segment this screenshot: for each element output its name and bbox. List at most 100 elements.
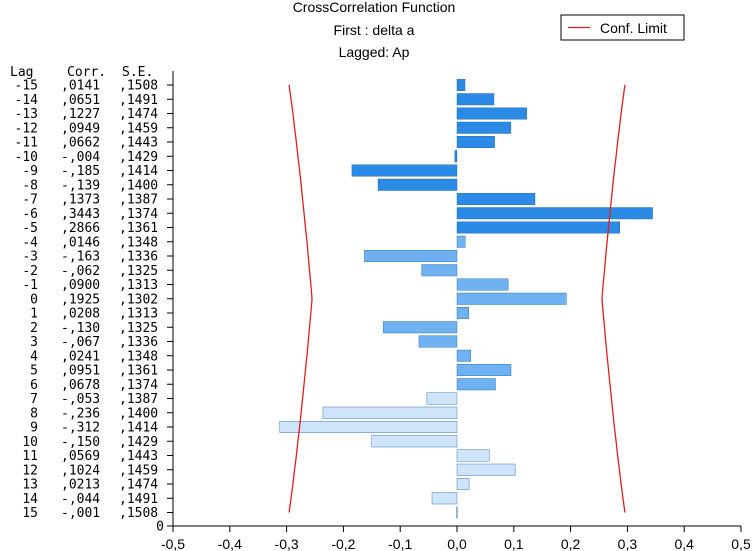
corr-value: ,0662 <box>61 136 100 151</box>
se-value: ,1474 <box>119 107 158 122</box>
corr-value: ,0208 <box>61 307 100 322</box>
corr-value: -,236 <box>61 406 100 421</box>
chart-title-block: CrossCorrelation Function First : delta … <box>293 0 456 60</box>
corr-value: -,044 <box>61 492 100 507</box>
se-value: ,1508 <box>119 79 158 94</box>
corr-value: ,0241 <box>61 349 100 364</box>
corr-value: ,0678 <box>61 378 100 393</box>
lag-label: -1 <box>22 278 38 293</box>
corr-value: -,001 <box>61 506 100 521</box>
se-value: ,1348 <box>119 235 158 250</box>
se-value: ,1491 <box>119 93 158 108</box>
correlation-bar <box>377 178 458 191</box>
correlation-bar <box>426 392 458 405</box>
se-value: ,1429 <box>119 150 158 165</box>
corr-value: ,0213 <box>61 478 100 493</box>
corr-value: -,150 <box>61 435 100 450</box>
correlation-bar <box>456 292 567 305</box>
se-value: ,1491 <box>119 492 158 507</box>
table-headers: Lag Corr. S.E. <box>10 65 153 80</box>
se-value: ,1387 <box>119 392 158 407</box>
lag-label: 11 <box>22 449 38 464</box>
lag-label: 0 <box>30 292 38 307</box>
lower-conf-limit-line <box>288 84 313 513</box>
upper-conf-limit-line <box>601 84 626 513</box>
x-tick-label: 0,5 <box>731 536 751 551</box>
corr-value: -,067 <box>61 335 100 350</box>
se-value: ,1414 <box>119 164 158 179</box>
corr-value: -,004 <box>61 150 100 165</box>
correlation-bar <box>421 264 458 277</box>
se-value: ,1459 <box>119 121 158 136</box>
se-value: ,1336 <box>119 250 158 265</box>
correlation-bar <box>456 136 495 148</box>
correlation-bar <box>456 449 490 462</box>
se-value: ,1508 <box>119 506 158 521</box>
correlation-bar <box>364 250 458 262</box>
se-value: ,1459 <box>119 463 158 478</box>
correlation-bar <box>371 435 458 448</box>
lag-label: 2 <box>30 321 38 336</box>
x-tick-label: 0,2 <box>561 536 581 551</box>
se-value: ,1361 <box>119 221 158 236</box>
x-tick-label: -0,4 <box>218 536 242 551</box>
x-tick-label: -0,3 <box>275 536 299 551</box>
correlation-bar <box>456 121 512 134</box>
correlation-bar <box>431 492 458 505</box>
corr-value: -,130 <box>61 321 100 336</box>
lag-label: -10 <box>15 150 38 165</box>
se-value: ,1400 <box>119 406 158 421</box>
corr-value: -,163 <box>61 250 100 265</box>
correlation-bar <box>456 378 496 391</box>
se-value: ,1336 <box>119 335 158 350</box>
lag-label: 10 <box>22 435 38 450</box>
correlation-bar <box>456 235 466 248</box>
lag-label: -6 <box>22 207 38 222</box>
correlation-bar <box>456 278 509 291</box>
lag-label: -12 <box>15 121 38 136</box>
lag-label: -2 <box>22 264 38 279</box>
x-axis: -0,5 -0,4 -0,3 -0,2 -0,1 0,0 0,1 0,2 0,3 0,4 0,5 <box>161 526 751 551</box>
corr-value: ,1227 <box>61 107 100 122</box>
correlation-bar <box>382 321 458 334</box>
correlation-bar <box>456 79 466 91</box>
correlation-bar <box>456 193 536 205</box>
se-value: ,1387 <box>119 193 158 208</box>
corr-value: ,3443 <box>61 207 100 222</box>
bars <box>279 79 653 519</box>
x-tick-label: -0,1 <box>388 536 412 551</box>
correlation-bar <box>456 307 470 319</box>
x-tick-label: 0,3 <box>618 536 638 551</box>
lag-label: 12 <box>22 463 38 478</box>
correlation-bar <box>322 406 458 419</box>
corr-value: -,185 <box>61 164 100 179</box>
x-tick-label: 0,1 <box>504 536 524 551</box>
corr-value: -,053 <box>61 392 100 407</box>
corr-value: ,0141 <box>61 79 100 94</box>
lag-label: -4 <box>22 235 38 250</box>
corr-value: -,139 <box>61 178 100 193</box>
correlation-bar <box>456 349 471 362</box>
lag-label: 6 <box>30 378 38 393</box>
lag-label: 8 <box>30 406 38 421</box>
x-tick-label: 0,4 <box>674 536 694 551</box>
lag-label: -15 <box>15 79 38 94</box>
correlation-bar <box>456 207 653 220</box>
lag-label: 3 <box>30 335 38 350</box>
se-value: ,1374 <box>119 207 158 222</box>
lag-label: 13 <box>22 478 38 493</box>
x-tick-label: -0,5 <box>161 536 185 551</box>
lag-label: -9 <box>22 164 38 179</box>
lag-label: 14 <box>22 492 38 507</box>
lag-label: 7 <box>30 392 38 407</box>
chart-title: CrossCorrelation Function <box>293 0 456 15</box>
header-lag: Lag <box>10 65 33 80</box>
correlation-bar <box>456 93 495 106</box>
corr-value: ,2866 <box>61 221 100 236</box>
y-axis-bottom-label: 0 <box>156 520 164 535</box>
correlation-bar <box>456 478 470 490</box>
lag-label: -8 <box>22 178 38 193</box>
correlation-bar <box>454 150 458 163</box>
se-value: ,1325 <box>119 264 158 279</box>
corr-value: ,1925 <box>61 292 100 307</box>
